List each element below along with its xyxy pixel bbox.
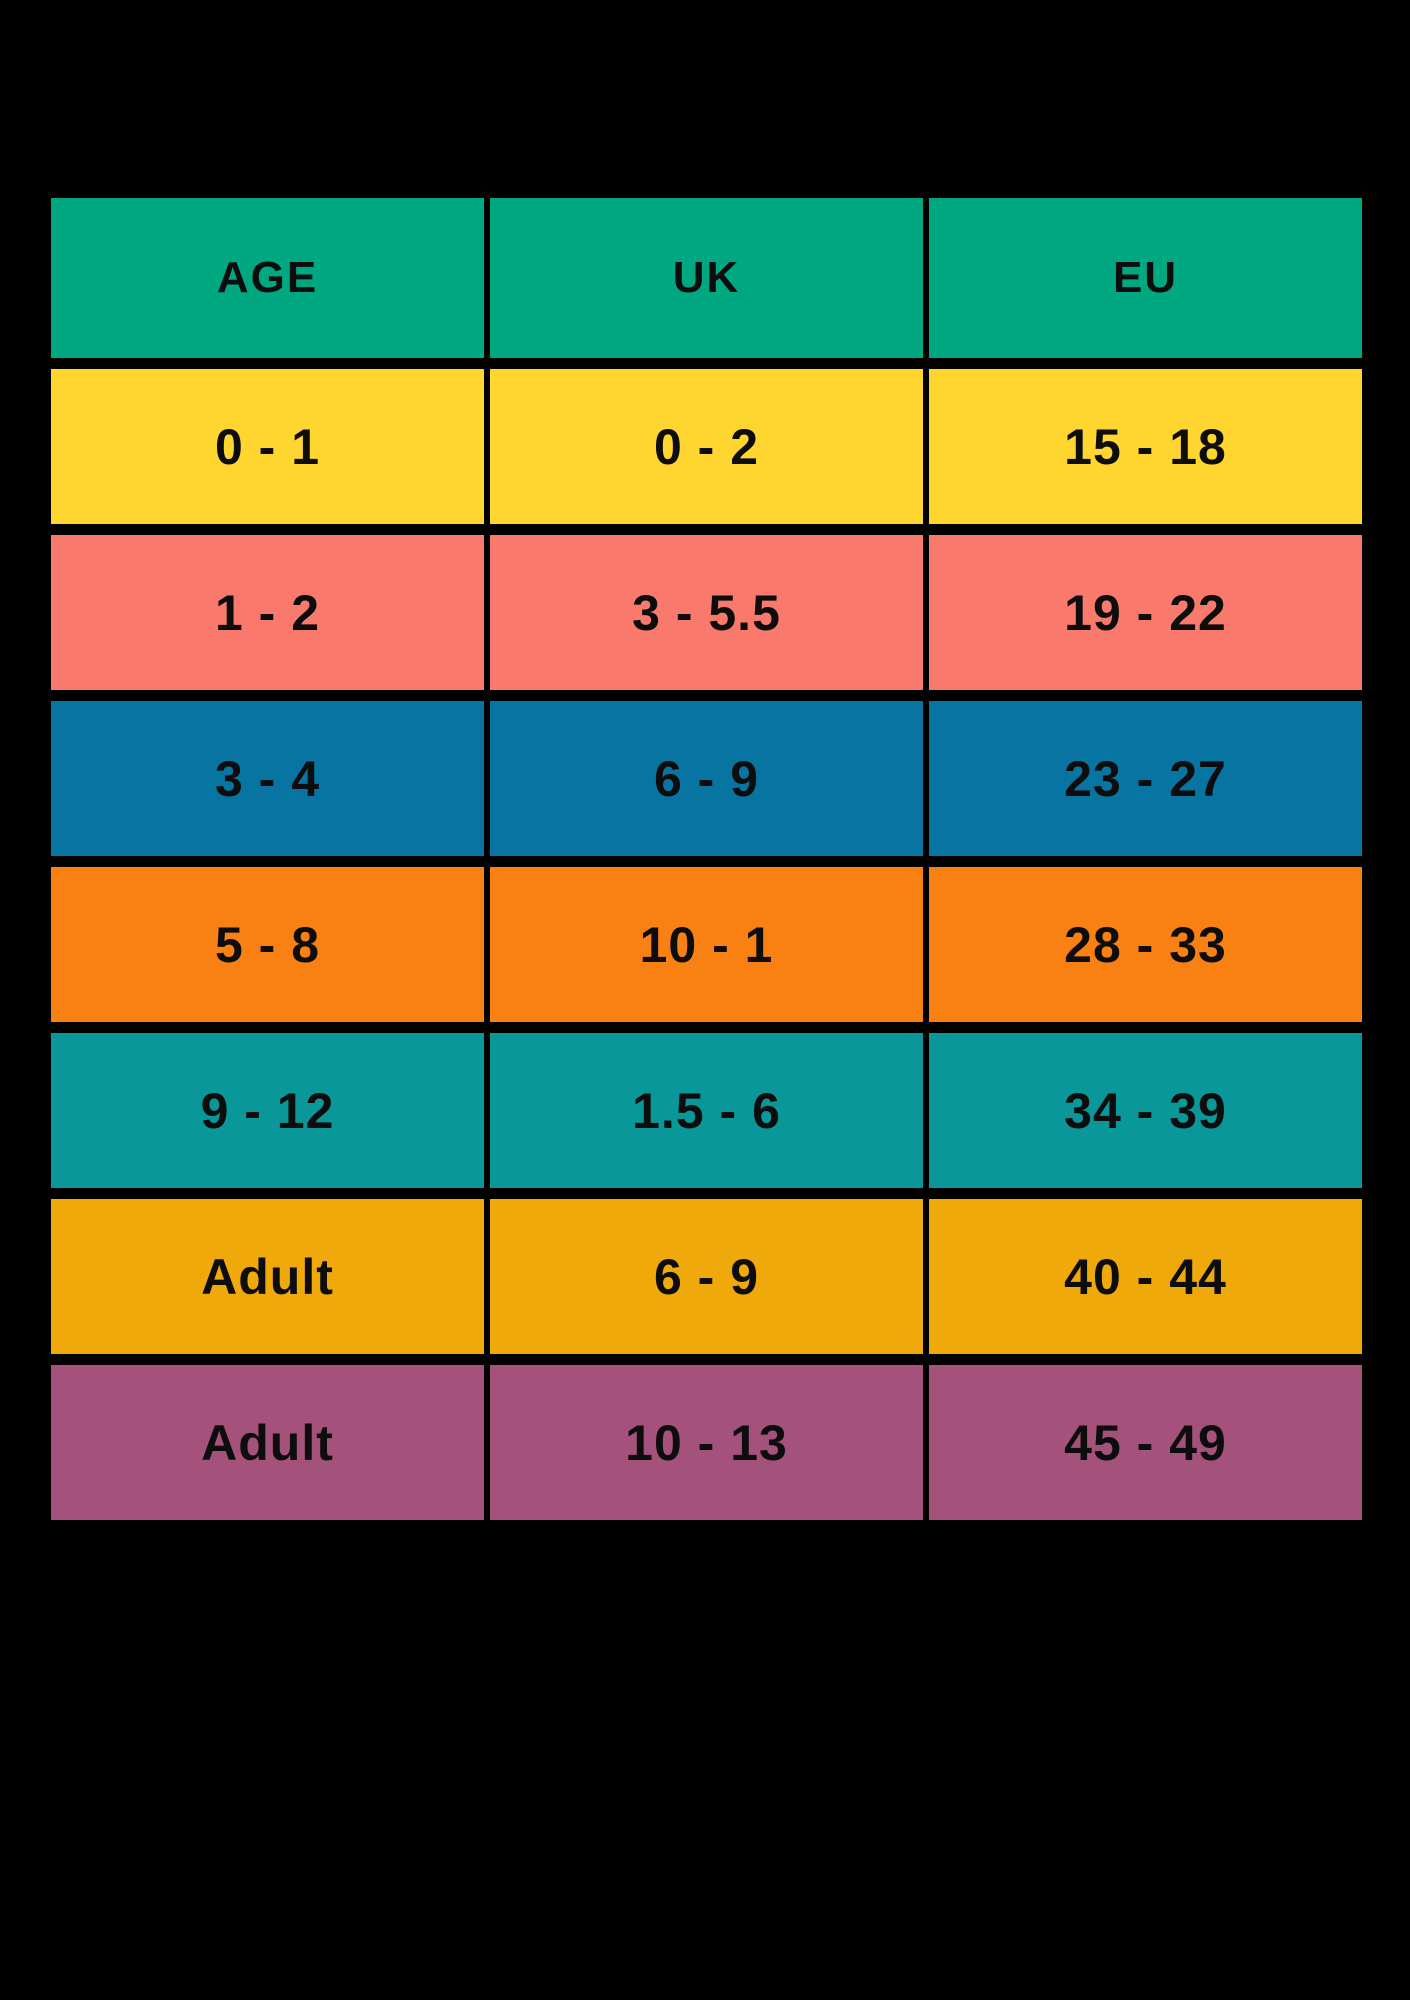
cell-row6-eu: 40 - 44 [929,1199,1362,1354]
header-cell-eu: EU [929,198,1362,358]
cell-row4-eu: 28 - 33 [929,867,1362,1022]
cell-row7-eu: 45 - 49 [929,1365,1362,1520]
size-conversion-table: AGE UK EU 0 - 1 0 - 2 15 - 18 1 - 2 3 - … [51,198,1362,1520]
cell-row5-uk: 1.5 - 6 [490,1033,923,1188]
cell-row1-age: 0 - 1 [51,369,484,524]
cell-row4-age: 5 - 8 [51,867,484,1022]
cell-row5-age: 9 - 12 [51,1033,484,1188]
cell-row2-uk: 3 - 5.5 [490,535,923,690]
cell-row2-age: 1 - 2 [51,535,484,690]
cell-row3-age: 3 - 4 [51,701,484,856]
cell-row1-uk: 0 - 2 [490,369,923,524]
cell-row1-eu: 15 - 18 [929,369,1362,524]
cell-row6-uk: 6 - 9 [490,1199,923,1354]
cell-row2-eu: 19 - 22 [929,535,1362,690]
cell-row4-uk: 10 - 1 [490,867,923,1022]
cell-row3-uk: 6 - 9 [490,701,923,856]
cell-row5-eu: 34 - 39 [929,1033,1362,1188]
cell-row6-age: Adult [51,1199,484,1354]
cell-row7-uk: 10 - 13 [490,1365,923,1520]
cell-row3-eu: 23 - 27 [929,701,1362,856]
header-cell-age: AGE [51,198,484,358]
cell-row7-age: Adult [51,1365,484,1520]
header-cell-uk: UK [490,198,923,358]
